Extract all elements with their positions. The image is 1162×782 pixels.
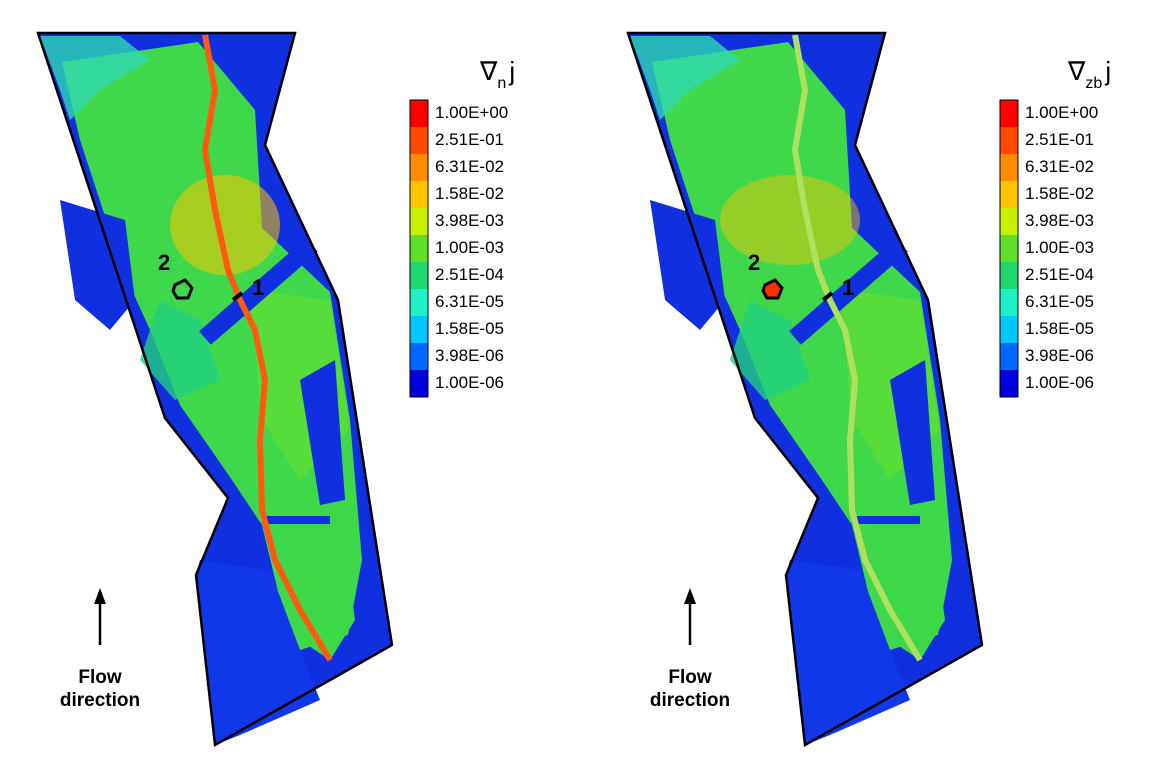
domain-boundary (626, 31, 984, 748)
flow-arrow-head (94, 588, 106, 604)
map (628, 33, 982, 745)
legend-label: 1.00E-03 (1025, 238, 1094, 257)
site-1-marker (821, 291, 834, 302)
legend-swatch (1000, 154, 1018, 181)
legend-title: ∇n j (479, 56, 515, 92)
flow-label: direction (650, 690, 730, 711)
legend-label: 2.51E-04 (1025, 265, 1094, 284)
legend-label: 2.51E-04 (435, 265, 504, 284)
legend-label: 1.58E-02 (435, 184, 504, 203)
legend-swatch (410, 316, 428, 343)
legend-frame (409, 99, 429, 398)
legend-swatch (410, 235, 428, 262)
legend-label: 2.51E-01 (435, 130, 504, 149)
legend-label: 3.98E-06 (435, 346, 504, 365)
legend-label: 1.00E-03 (435, 238, 504, 257)
legend-title: ∇zb j (1067, 56, 1111, 92)
legend-label: 6.31E-02 (435, 157, 504, 176)
domain-boundary (36, 31, 394, 748)
legend-label: 3.98E-03 (435, 211, 504, 230)
legend-label: 1.00E-06 (435, 373, 504, 392)
legend-swatch (1000, 289, 1018, 316)
flow-arrow-head (684, 588, 696, 604)
legend-swatch (1000, 235, 1018, 262)
map (38, 33, 392, 745)
hotspot (720, 175, 860, 265)
river (201, 34, 333, 662)
legend-swatch (1000, 181, 1018, 208)
legend-label: 2.51E-01 (1025, 130, 1094, 149)
legend-swatch (410, 181, 428, 208)
legend-label: 1.58E-02 (1025, 184, 1094, 203)
legend-label: 1.58E-05 (1025, 319, 1094, 338)
legend-label: 1.58E-05 (435, 319, 504, 338)
legend-label: 6.31E-02 (1025, 157, 1094, 176)
legend-swatch (1000, 262, 1018, 289)
legend-swatch (410, 343, 428, 370)
legend-label: 1.00E-06 (1025, 373, 1094, 392)
legend-swatch (1000, 343, 1018, 370)
hotspot (170, 175, 280, 275)
panel: 2 1 ∇n j Flow direction 1.00E+00 2.51E-01 6… (38, 33, 515, 745)
legend-label: 1.00E+00 (435, 103, 508, 122)
legend-swatch (1000, 208, 1018, 235)
site-label: 1 (842, 275, 854, 300)
legend-swatch (410, 208, 428, 235)
legend-swatch (1000, 316, 1018, 343)
legend-label: 6.31E-05 (1025, 292, 1094, 311)
legend-swatch (1000, 127, 1018, 154)
legend-swatch (410, 100, 428, 127)
legend-label: 3.98E-06 (1025, 346, 1094, 365)
site-2-marker (761, 278, 784, 300)
legend-label: 3.98E-03 (1025, 211, 1094, 230)
legend-label: 1.00E+00 (1025, 103, 1098, 122)
legend-swatch (410, 154, 428, 181)
river (791, 34, 923, 662)
legend-swatch (410, 289, 428, 316)
legend-swatch (410, 262, 428, 289)
legend-swatch (410, 127, 428, 154)
legend-label: 6.31E-05 (435, 292, 504, 311)
legend-swatch (1000, 370, 1018, 397)
site-label: 2 (158, 250, 170, 275)
legend-frame (999, 99, 1019, 398)
site-1-marker (231, 291, 244, 302)
site-2-marker (171, 278, 194, 300)
legend-swatch (410, 370, 428, 397)
site-label: 2 (748, 250, 760, 275)
flow-label: Flow (78, 667, 121, 688)
legend-swatch (1000, 100, 1018, 127)
flow-label: Flow (668, 667, 711, 688)
site-label: 1 (252, 275, 264, 300)
flow-label: direction (60, 690, 140, 711)
panel: 2 1 ∇zb j Flow direction 1.00E+00 2.51E-01… (628, 33, 1111, 745)
